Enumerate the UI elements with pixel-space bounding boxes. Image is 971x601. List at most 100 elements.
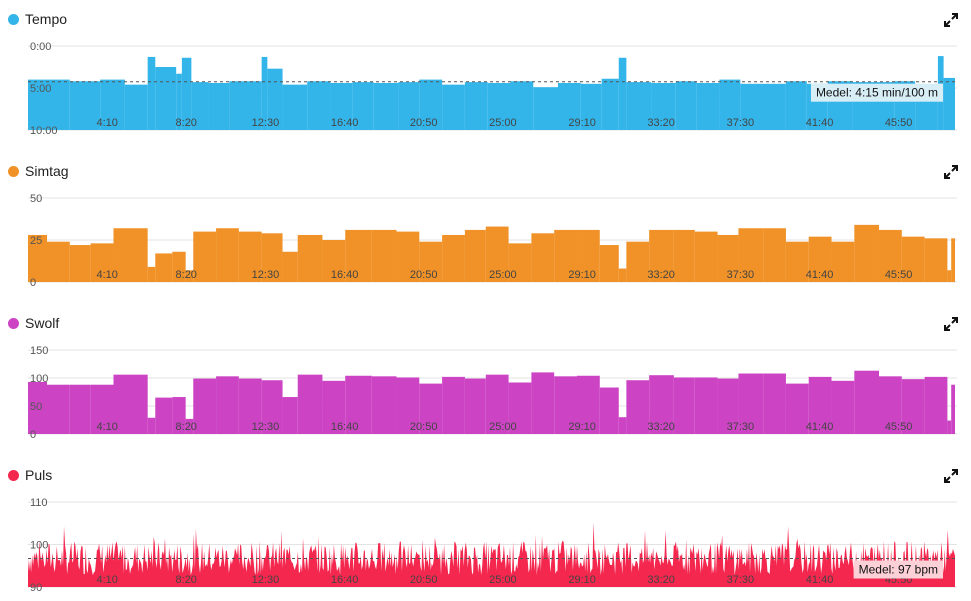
area-bar — [651, 82, 676, 130]
area-bar — [28, 79, 70, 130]
area-bar — [533, 87, 558, 130]
area-bar — [90, 384, 114, 434]
area-bar — [464, 378, 486, 434]
area-bar — [599, 245, 619, 282]
x-tick-label: 33:20 — [647, 117, 675, 129]
swolf-title: Swolf — [25, 315, 60, 331]
x-tick-label: 29:10 — [568, 269, 596, 281]
x-tick-label: 37:30 — [727, 269, 755, 281]
x-tick-label: 37:30 — [727, 117, 755, 129]
area-bar — [28, 381, 47, 434]
y-tick-label: 90 — [30, 582, 42, 594]
area-bar — [282, 251, 298, 282]
area-bar — [147, 266, 156, 282]
area-bar — [576, 229, 600, 282]
area-bar — [675, 81, 697, 130]
tempo-chart: 0:00 5:00 10:00 4:10 8:20 12:30 16:40 20:50 25:0… — [28, 41, 957, 137]
area-bar — [307, 81, 331, 130]
x-tick-label: 20:50 — [410, 574, 438, 586]
x-tick-label: 16:40 — [331, 117, 359, 129]
area-bar — [69, 245, 91, 282]
area-bar — [238, 231, 262, 282]
expand-icon[interactable] — [943, 164, 959, 180]
area-bar — [267, 68, 283, 130]
area-bar — [352, 82, 374, 130]
area-bar — [371, 376, 397, 434]
swolf-panel: Swolf 150 100 50 0 4:10 8:20 12:30 16:40 20:50 25… — [0, 312, 971, 452]
area-bar — [943, 77, 955, 130]
y-tick-label: 100 — [30, 373, 48, 385]
expand-icon[interactable] — [943, 468, 959, 484]
area-bar — [738, 373, 764, 434]
area-bar — [113, 228, 148, 282]
area-bar — [208, 82, 230, 130]
area-bar — [464, 82, 488, 130]
area-bar — [193, 231, 217, 282]
puls-title-row: Puls — [8, 464, 52, 486]
area-bar — [831, 380, 855, 434]
expand-icon[interactable] — [943, 12, 959, 28]
area-bar — [185, 270, 194, 282]
area-bar — [229, 81, 262, 130]
y-tick-label: 0 — [30, 429, 36, 441]
area-bar — [947, 270, 952, 282]
average-label-text: Medel: 97 bpm — [859, 563, 938, 577]
area-bar — [901, 379, 925, 434]
area-bar — [717, 234, 739, 282]
x-tick-label: 29:10 — [568, 574, 596, 586]
x-tick-label: 16:40 — [331, 421, 359, 433]
x-tick-label: 8:20 — [176, 269, 197, 281]
area-series — [28, 522, 955, 587]
area-bar — [442, 234, 465, 282]
tempo-legend-dot — [8, 13, 19, 25]
area-bar — [763, 373, 786, 434]
swolf-chart: 150 100 50 0 4:10 8:20 12:30 16:40 20:50 25:00 29:… — [28, 345, 957, 441]
x-tick-label: 20:50 — [410, 421, 438, 433]
area-bar — [808, 236, 832, 282]
area-bar — [618, 417, 627, 434]
average-label: Medel: 97 bpm — [853, 560, 943, 579]
area-bar — [924, 238, 948, 282]
area-bar — [763, 228, 786, 282]
area-bar — [181, 57, 192, 130]
area-bar — [694, 231, 718, 282]
area-bar — [576, 375, 600, 434]
area-bar — [172, 251, 186, 282]
area-bar — [297, 374, 323, 434]
area-bar — [854, 224, 880, 282]
area-bar — [831, 241, 855, 282]
area-bar — [261, 380, 283, 434]
x-tick-label: 25:00 — [489, 574, 517, 586]
y-tick-label: 50 — [30, 401, 42, 413]
x-tick-label: 29:10 — [568, 117, 596, 129]
simtag-panel: Simtag 50 25 0 4:10 8:20 12:30 16:40 20:50 25:00… — [0, 160, 971, 300]
area-bar — [90, 243, 114, 282]
x-tick-label: 20:50 — [410, 269, 438, 281]
area-bar — [147, 417, 156, 434]
y-tick-label: 10:00 — [30, 125, 58, 137]
area-bar — [673, 377, 695, 434]
area-bar — [282, 397, 298, 434]
x-tick-label: 12:30 — [252, 269, 280, 281]
expand-icon[interactable] — [943, 316, 959, 332]
area-bar — [626, 380, 650, 434]
area-bar — [485, 374, 509, 434]
area-bar — [100, 79, 125, 130]
area-bar — [557, 82, 581, 130]
area-bar — [216, 376, 239, 434]
area-bar — [696, 82, 720, 130]
average-label: Medel: 4:15 min/100 m — [810, 83, 943, 102]
area-bar — [124, 84, 148, 130]
x-tick-label: 25:00 — [489, 269, 517, 281]
area-bar — [396, 231, 420, 282]
area-bar — [345, 375, 372, 434]
area-bar — [649, 229, 674, 282]
area-bar — [155, 397, 173, 434]
puls-title: Puls — [25, 467, 53, 483]
area-bar — [947, 420, 952, 434]
area-bar — [673, 229, 695, 282]
x-tick-label: 33:20 — [647, 421, 675, 433]
x-tick-label: 8:20 — [176, 574, 197, 586]
area-bar — [618, 268, 627, 282]
area-bar — [785, 241, 809, 282]
